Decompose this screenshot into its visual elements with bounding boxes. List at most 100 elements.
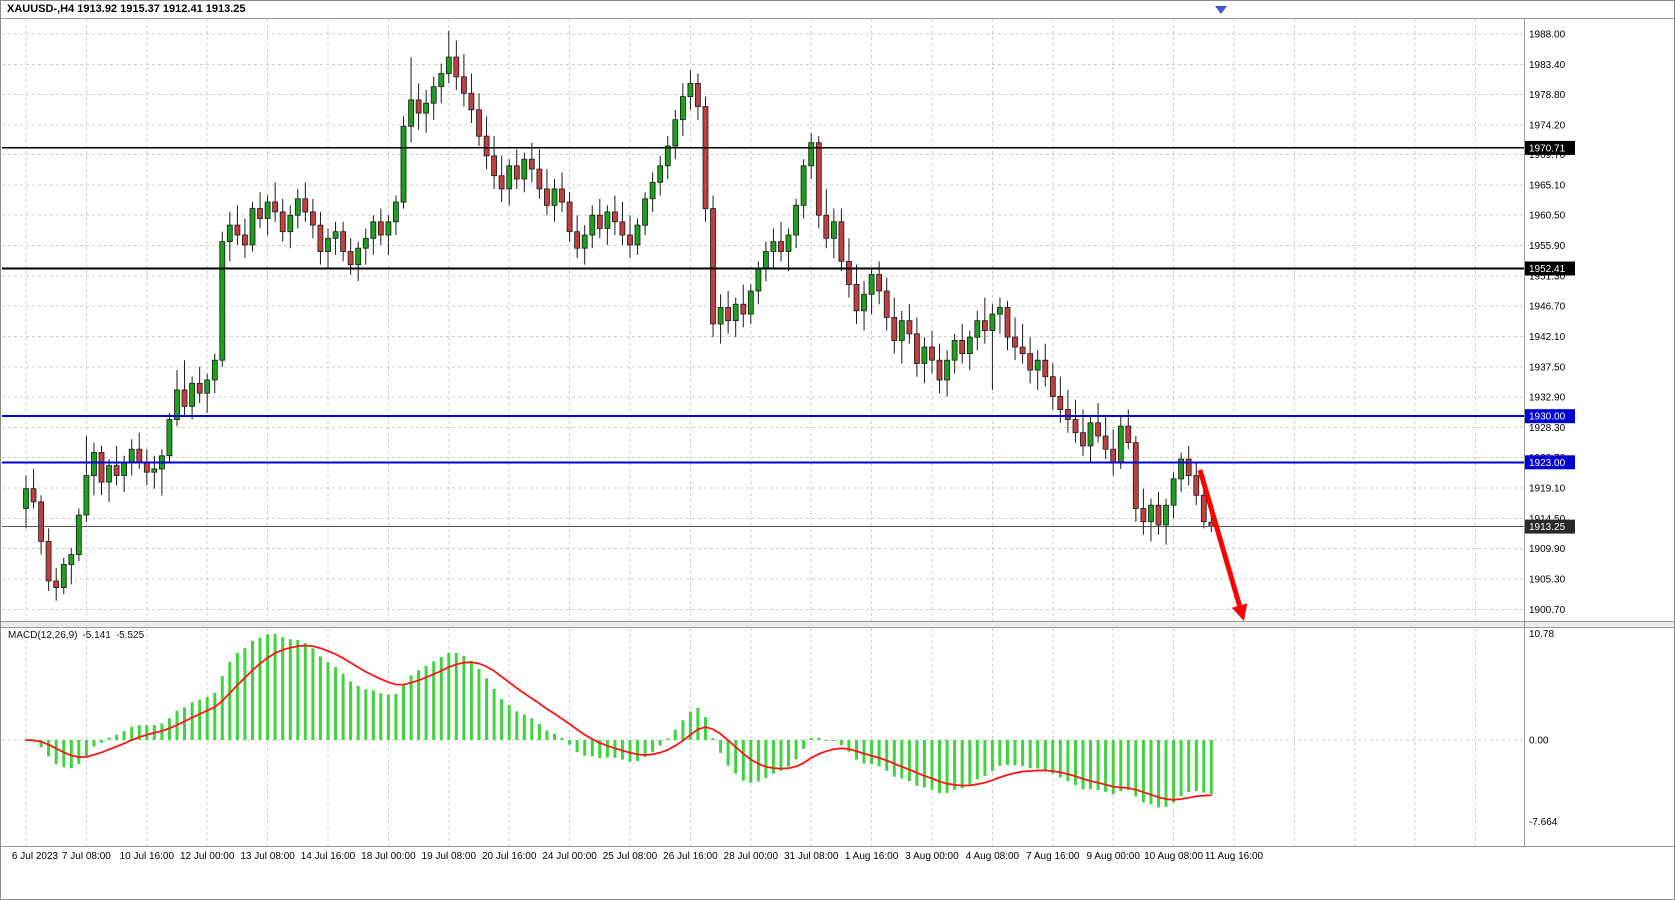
candle-bear bbox=[627, 234, 633, 246]
candle-bear bbox=[1012, 336, 1018, 348]
macd-histogram-bar bbox=[1164, 740, 1168, 807]
macd-histogram-bar bbox=[643, 740, 647, 757]
macd-histogram-bar bbox=[500, 699, 504, 740]
macd-histogram-bar bbox=[477, 669, 481, 740]
candle-bull bbox=[204, 379, 211, 394]
macd-histogram-bar bbox=[726, 740, 730, 766]
macd-histogram-bar bbox=[779, 740, 783, 771]
macd-histogram-bar bbox=[1013, 740, 1017, 766]
macd-histogram-bar bbox=[394, 693, 398, 740]
macd-histogram-bar bbox=[719, 740, 723, 753]
candle-bear bbox=[725, 307, 731, 322]
macd-scale-bottom: -7.664 bbox=[1529, 817, 1558, 828]
candle-bear bbox=[1185, 458, 1192, 477]
candle-bear bbox=[559, 188, 565, 203]
candle-bull bbox=[672, 119, 679, 147]
macd-histogram-bar bbox=[402, 684, 405, 740]
candle-bear bbox=[257, 208, 263, 219]
macd-histogram-bar bbox=[968, 740, 972, 785]
candle-bull bbox=[589, 214, 596, 236]
price-badge bbox=[1525, 140, 1575, 155]
horizontal-lines[interactable] bbox=[2, 147, 1524, 528]
candle-bull bbox=[1034, 359, 1041, 371]
candle-bull bbox=[68, 554, 75, 565]
candle-bear bbox=[778, 241, 784, 252]
time-axis[interactable]: 6 Jul 2023 7 Jul 08:00 10 Jul 16:00 12 Jul … bbox=[12, 851, 1264, 862]
candle-bear bbox=[528, 158, 535, 170]
chart-shift-marker-icon[interactable] bbox=[1215, 6, 1227, 14]
price-tick: 1928.30 bbox=[1529, 423, 1566, 434]
candle-bear bbox=[498, 175, 505, 190]
candle-bull bbox=[581, 234, 588, 249]
candle-bull bbox=[408, 99, 415, 127]
candle-bear bbox=[377, 221, 384, 236]
macd-histogram-bar bbox=[258, 637, 262, 740]
macd-histogram-bar bbox=[583, 740, 587, 756]
macd-histogram-bar bbox=[711, 738, 715, 740]
candle-bull bbox=[385, 221, 392, 236]
candle-bull bbox=[264, 201, 271, 219]
price-axis[interactable]: 1988.00 1983.40 1978.80 1974.20 1969.70 1965.… bbox=[1525, 30, 1575, 616]
macd-histogram-bar bbox=[251, 640, 254, 740]
candle-bull bbox=[189, 382, 196, 407]
price-badge-label: 1952.41 bbox=[1529, 264, 1566, 275]
macd-histogram-bar bbox=[334, 666, 338, 740]
time-tick: 7 Jul 08:00 bbox=[62, 851, 111, 862]
candle-bear bbox=[740, 303, 747, 315]
candle-bull bbox=[128, 448, 135, 463]
macd-histogram-bar bbox=[764, 740, 768, 778]
candle-bull bbox=[355, 247, 362, 266]
macd-histogram-bar bbox=[975, 740, 979, 780]
candle-bull bbox=[332, 231, 339, 239]
macd-histogram-bar bbox=[855, 740, 858, 760]
candle-bear bbox=[1155, 504, 1162, 526]
macd-histogram-bar bbox=[1058, 740, 1062, 778]
macd-histogram-bar bbox=[794, 740, 798, 760]
candle-bear bbox=[982, 320, 988, 332]
time-tick: 20 Jul 16:00 bbox=[482, 851, 537, 862]
candle-bull bbox=[174, 389, 180, 420]
candle-bull bbox=[211, 359, 218, 381]
candle-bear bbox=[619, 221, 626, 236]
trend-arrow[interactable] bbox=[1197, 469, 1248, 621]
candle-bull bbox=[898, 320, 905, 341]
macd-histogram-bar bbox=[1157, 740, 1160, 808]
macd-histogram-bar bbox=[379, 693, 383, 740]
candle-bull bbox=[438, 73, 445, 88]
candle-bull bbox=[868, 274, 875, 295]
trend-arrow-head bbox=[1231, 603, 1248, 621]
candle-bear bbox=[453, 56, 460, 78]
candle-bear bbox=[702, 106, 709, 209]
candle-bull bbox=[423, 102, 430, 114]
candle-bear bbox=[241, 234, 248, 246]
candle-bear bbox=[838, 221, 845, 262]
chart-symbol-title: XAUUSD-,H4 1913.92 1915.37 1912.41 1913.… bbox=[7, 3, 246, 15]
macd-histogram-bar bbox=[983, 740, 987, 776]
candle-bear bbox=[574, 231, 580, 249]
time-tick: 3 Aug 00:00 bbox=[905, 851, 959, 862]
macd-histogram-bar bbox=[1134, 740, 1138, 797]
indicator-axis[interactable]: 10.78 0.00 -7.664 bbox=[1529, 629, 1558, 828]
macd-histogram-bar bbox=[696, 707, 700, 740]
price-tick: 1988.00 bbox=[1529, 30, 1566, 41]
macd-histogram-bar bbox=[1051, 740, 1055, 774]
chart-frame bbox=[1, 18, 1674, 847]
price-tick: 1914.50 bbox=[1529, 514, 1566, 525]
macd-histogram-bar bbox=[870, 740, 874, 765]
macd-scale-zero: 0.00 bbox=[1529, 736, 1549, 747]
candle-bull bbox=[521, 158, 528, 180]
candle-bear bbox=[853, 283, 860, 312]
macd-histogram-bar bbox=[92, 740, 96, 747]
macd-histogram-bar bbox=[235, 652, 239, 740]
macd-histogram-bar bbox=[568, 740, 572, 745]
price-tick: 1937.50 bbox=[1529, 362, 1566, 373]
candle-bear bbox=[906, 320, 913, 335]
candle-bull bbox=[23, 488, 29, 509]
candle-bear bbox=[196, 382, 203, 394]
time-tick: 28 Jul 00:00 bbox=[724, 851, 779, 862]
price-tick: 1905.30 bbox=[1529, 575, 1566, 586]
macd-histogram-bar bbox=[130, 726, 134, 740]
macd-histogram-bar bbox=[213, 692, 217, 740]
price-tick: 1942.10 bbox=[1529, 332, 1566, 343]
